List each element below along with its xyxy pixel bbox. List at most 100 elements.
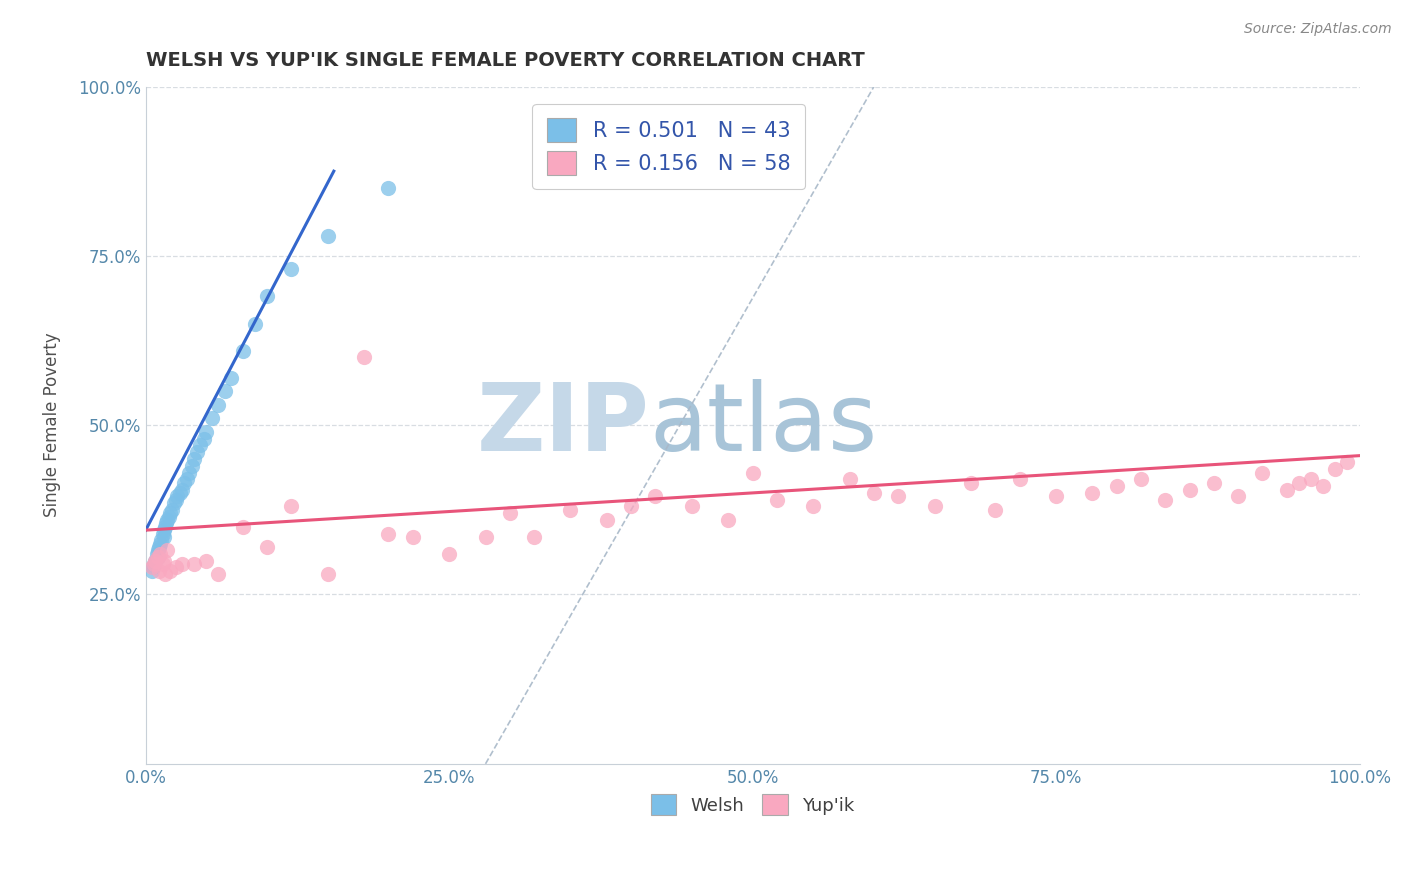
Point <box>162 496 184 510</box>
Point <box>173 475 195 490</box>
Point <box>1178 483 1201 497</box>
Point <box>159 506 181 520</box>
Point <box>155 516 177 531</box>
Point <box>1324 462 1347 476</box>
Point <box>838 472 860 486</box>
Point <box>157 509 180 524</box>
Point <box>1227 489 1250 503</box>
Point <box>207 567 229 582</box>
Point <box>153 530 176 544</box>
Point <box>960 475 983 490</box>
Legend: Welsh, Yup'ik: Welsh, Yup'ik <box>644 788 862 822</box>
Point <box>148 540 170 554</box>
Point <box>523 530 546 544</box>
Point <box>377 526 399 541</box>
Point <box>1299 472 1322 486</box>
Point <box>232 520 254 534</box>
Point <box>924 500 946 514</box>
Point <box>165 492 187 507</box>
Point <box>183 452 205 467</box>
Point <box>179 466 201 480</box>
Point <box>143 557 166 571</box>
Point <box>156 543 179 558</box>
Point <box>474 530 496 544</box>
Point <box>207 398 229 412</box>
Point <box>596 513 619 527</box>
Point <box>1081 486 1104 500</box>
Text: atlas: atlas <box>650 379 877 471</box>
Point <box>256 540 278 554</box>
Point <box>146 543 169 558</box>
Point <box>170 557 193 571</box>
Point <box>499 506 522 520</box>
Point <box>159 564 181 578</box>
Point <box>149 547 172 561</box>
Point <box>863 486 886 500</box>
Point <box>153 567 176 582</box>
Point <box>984 503 1007 517</box>
Point <box>1336 455 1358 469</box>
Point <box>560 503 582 517</box>
Point <box>153 523 176 537</box>
Point <box>219 370 242 384</box>
Point <box>353 351 375 365</box>
Point <box>143 554 166 568</box>
Point <box>377 181 399 195</box>
Point <box>153 520 176 534</box>
Point <box>644 489 666 503</box>
Text: ZIP: ZIP <box>477 379 650 471</box>
Point <box>741 466 763 480</box>
Point <box>156 513 179 527</box>
Point <box>165 560 187 574</box>
Point <box>1251 466 1274 480</box>
Y-axis label: Single Female Poverty: Single Female Poverty <box>44 333 60 517</box>
Point <box>146 550 169 565</box>
Point <box>152 526 174 541</box>
Point <box>183 557 205 571</box>
Point <box>201 411 224 425</box>
Point <box>141 564 163 578</box>
Point <box>280 500 302 514</box>
Point <box>214 384 236 399</box>
Point <box>180 458 202 473</box>
Point <box>1312 479 1334 493</box>
Point <box>280 262 302 277</box>
Point <box>1288 475 1310 490</box>
Point <box>766 492 789 507</box>
Text: WELSH VS YUP'IK SINGLE FEMALE POVERTY CORRELATION CHART: WELSH VS YUP'IK SINGLE FEMALE POVERTY CO… <box>146 51 865 70</box>
Point <box>1105 479 1128 493</box>
Point <box>150 533 173 548</box>
Point <box>166 489 188 503</box>
Point <box>801 500 824 514</box>
Point <box>232 343 254 358</box>
Point <box>146 550 169 565</box>
Point <box>193 432 215 446</box>
Point <box>142 560 165 574</box>
Point <box>316 567 339 582</box>
Point <box>887 489 910 503</box>
Point <box>169 486 191 500</box>
Point <box>170 483 193 497</box>
Point <box>153 554 176 568</box>
Point <box>188 438 211 452</box>
Point <box>437 547 460 561</box>
Text: Source: ZipAtlas.com: Source: ZipAtlas.com <box>1244 22 1392 37</box>
Point <box>143 557 166 571</box>
Point <box>402 530 425 544</box>
Point <box>141 560 163 574</box>
Point <box>243 317 266 331</box>
Point <box>186 445 208 459</box>
Point <box>148 564 170 578</box>
Point <box>195 425 218 439</box>
Point <box>1045 489 1067 503</box>
Point <box>195 554 218 568</box>
Point <box>1275 483 1298 497</box>
Point <box>149 537 172 551</box>
Point <box>152 557 174 571</box>
Point <box>1130 472 1153 486</box>
Point <box>620 500 643 514</box>
Point <box>1008 472 1031 486</box>
Point <box>316 228 339 243</box>
Point <box>162 503 184 517</box>
Point <box>256 289 278 303</box>
